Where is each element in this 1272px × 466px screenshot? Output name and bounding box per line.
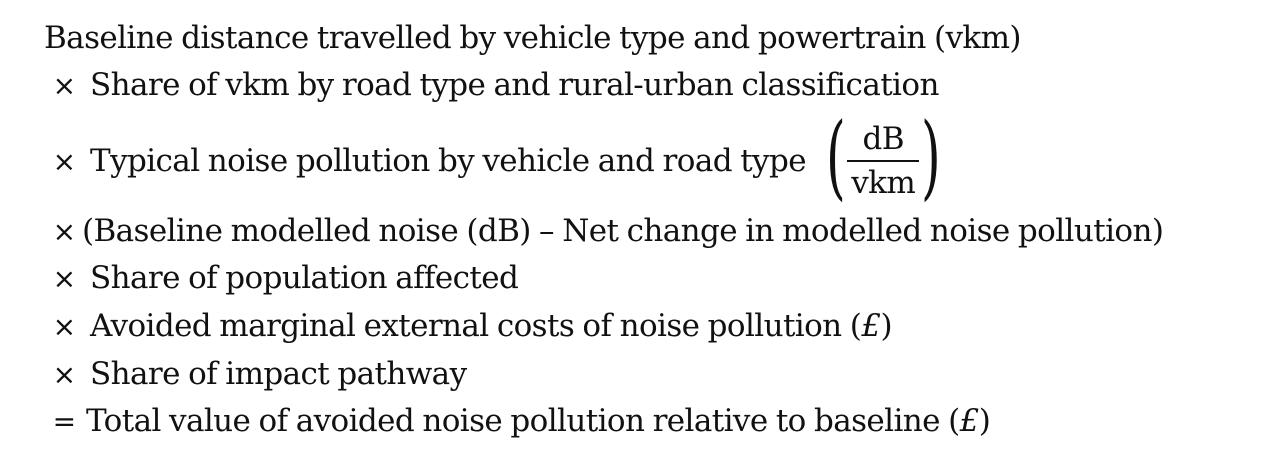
- baseline-modelled-noise-text: (Baseline modelled noise (dB) – Net chan…: [82, 213, 1164, 249]
- unit-fraction: ( dB vkm ): [818, 111, 949, 207]
- share-impact-text: Share of impact pathway: [90, 356, 467, 392]
- formula-line-2: × Share of vkm by road type and rural-ur…: [48, 67, 940, 103]
- pound-symbol: £: [959, 403, 980, 439]
- multiply-operator: ×: [52, 357, 76, 391]
- formula-line-1: Baseline distance travelled by vehicle t…: [44, 20, 1022, 56]
- equals-operator: =: [52, 404, 76, 438]
- baseline-distance-text: Baseline distance travelled by vehicle t…: [44, 20, 1022, 56]
- close-paren: ): [978, 403, 991, 439]
- pound-symbol: £: [861, 308, 881, 344]
- formula-line-8: = Total value of avoided noise pollution…: [50, 403, 991, 439]
- total-value-text: Total value of avoided noise pollution r…: [86, 403, 960, 439]
- formula-line-7: × Share of impact pathway: [48, 356, 468, 392]
- share-population-text: Share of population affected: [90, 260, 519, 296]
- right-paren: ): [921, 103, 941, 210]
- formula-line-3: × Typical noise pollution by vehicle and…: [48, 111, 949, 210]
- formula-line-6: × Avoided marginal external costs of noi…: [48, 308, 893, 344]
- multiply-operator: ×: [52, 261, 76, 295]
- multiply-operator: ×: [52, 144, 76, 178]
- formula-line-5: × Share of population affected: [48, 260, 519, 296]
- typical-noise-text: Typical noise pollution by vehicle and r…: [90, 143, 807, 179]
- avoided-costs-text: Avoided marginal external costs of noise…: [90, 308, 862, 344]
- close-paren: ): [880, 308, 892, 344]
- fraction-denominator: vkm: [851, 165, 916, 201]
- left-paren: (: [825, 103, 846, 210]
- multiply-operator: ×: [52, 309, 76, 343]
- multiply-operator: ×: [52, 214, 76, 248]
- fraction-bar: [847, 160, 920, 162]
- formula-line-4: × (Baseline modelled noise (dB) – Net ch…: [48, 213, 1164, 249]
- fraction-numerator: dB: [862, 121, 905, 157]
- multiply-operator: ×: [52, 68, 76, 102]
- share-vkm-text: Share of vkm by road type and rural-urba…: [90, 67, 939, 103]
